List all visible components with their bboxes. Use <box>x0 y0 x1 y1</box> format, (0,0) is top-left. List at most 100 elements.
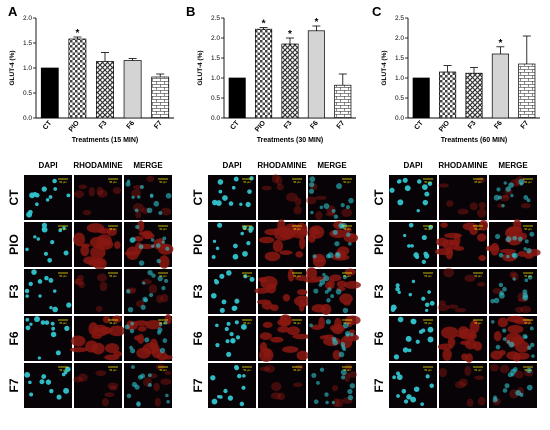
dapi-nucleus <box>147 383 152 388</box>
row-label-f6: F6 <box>191 331 205 345</box>
dapi-nucleus <box>322 272 326 277</box>
dapi-nucleus <box>325 253 331 259</box>
dapi-nucleus <box>496 187 501 192</box>
y-tick-label: 0.0 <box>211 115 220 122</box>
dapi-nucleus <box>330 294 335 299</box>
y-tick-label: 2.5 <box>211 15 220 22</box>
rhodamine-stain <box>78 184 88 190</box>
rhodamine-stain <box>145 320 163 330</box>
dapi-nucleus <box>66 302 72 308</box>
rhodamine-stain <box>303 278 321 283</box>
rhodamine-stain <box>520 305 532 314</box>
dapi-nucleus <box>421 296 426 301</box>
scale-bar-label: 50 μm <box>59 180 66 184</box>
dapi-nucleus <box>48 195 53 199</box>
rhodamine-stain <box>478 201 486 209</box>
dapi-nucleus <box>249 276 255 282</box>
scale-bar-label: 50 μm <box>109 368 116 372</box>
y-tick-label: 2.5 <box>395 15 404 22</box>
dapi-nucleus <box>517 236 523 242</box>
rhodamine-stain <box>144 232 155 240</box>
dapi-nucleus <box>346 232 351 237</box>
dapi-nucleus <box>505 236 512 243</box>
dapi-nucleus <box>425 374 430 379</box>
dapi-nucleus <box>340 375 346 380</box>
dapi-nucleus <box>348 242 352 246</box>
rhodamine-stain <box>277 392 286 401</box>
micrograph-dapi-f6: 50 μm <box>24 316 72 361</box>
dapi-nucleus <box>36 237 40 241</box>
significance-star: * <box>498 38 502 49</box>
rhodamine-stain <box>462 222 478 231</box>
dapi-nucleus <box>403 399 409 404</box>
row-label-pio: PIO <box>372 234 386 255</box>
dapi-nucleus <box>397 179 402 184</box>
dapi-nucleus <box>512 235 518 241</box>
dapi-nucleus <box>138 260 145 266</box>
scale-bar-label: 50 μm <box>159 274 166 278</box>
scale-bar-label: 50 μm <box>424 227 431 231</box>
dapi-nucleus <box>63 370 68 375</box>
rhodamine-stain <box>507 324 524 334</box>
rhodamine-stain <box>108 325 126 337</box>
rhodamine-stain <box>73 190 85 199</box>
rhodamine-stain <box>499 248 516 254</box>
micrograph-dapi-f7: 50 μm <box>389 363 437 408</box>
rhodamine-stain <box>271 381 282 392</box>
dapi-nucleus <box>48 277 54 283</box>
rhodamine-stain <box>476 282 486 287</box>
scale-bar-label: 50 μm <box>524 368 531 372</box>
y-axis-label: GLUT-4 (%) <box>9 50 16 85</box>
rhodamine-stain <box>264 251 281 262</box>
rhodamine-stain <box>341 208 353 217</box>
micrograph-merge-f6: 50 μm <box>489 315 537 362</box>
dapi-nucleus <box>130 236 136 243</box>
dapi-nucleus <box>233 243 238 249</box>
dapi-nucleus <box>531 354 535 358</box>
dapi-nucleus <box>221 299 227 305</box>
dapi-nucleus <box>234 298 240 304</box>
significance-star: * <box>262 19 266 30</box>
rhodamine-stain <box>438 183 450 188</box>
dapi-nucleus <box>52 306 58 313</box>
dapi-nucleus <box>404 185 411 192</box>
dapi-nucleus <box>511 252 517 258</box>
dapi-nucleus <box>349 383 356 389</box>
dapi-nucleus <box>131 195 135 199</box>
dapi-nucleus <box>127 306 134 313</box>
rhodamine-stain <box>258 236 275 244</box>
dapi-nucleus <box>503 181 507 185</box>
dapi-nucleus <box>137 195 141 199</box>
dapi-nucleus <box>218 189 223 194</box>
rhodamine-stain <box>331 384 339 392</box>
dapi-nucleus <box>522 334 528 339</box>
dapi-nucleus <box>157 330 162 335</box>
dapi-nucleus <box>402 347 409 353</box>
significance-star: * <box>314 17 318 28</box>
rhodamine-stain <box>325 211 336 217</box>
rhodamine-stain <box>344 268 356 276</box>
scale-bar-label: 50 μm <box>474 227 481 231</box>
tile-background <box>24 363 72 408</box>
rhodamine-stain <box>74 278 84 286</box>
tile-background <box>74 269 122 314</box>
rhodamine-stain <box>99 281 108 292</box>
rhodamine-stain <box>132 202 144 213</box>
column-header-dapi: DAPI <box>222 161 241 170</box>
rhodamine-stain <box>83 256 97 265</box>
micrograph-dapi-ct: 50 μm <box>208 175 256 220</box>
dapi-nucleus <box>215 343 220 348</box>
dapi-nucleus <box>526 248 532 254</box>
dapi-nucleus <box>210 292 217 299</box>
dapi-nucleus <box>47 257 53 263</box>
dapi-nucleus <box>162 236 167 241</box>
dapi-nucleus <box>333 214 339 219</box>
dapi-nucleus <box>504 383 510 389</box>
dapi-nucleus <box>148 292 154 298</box>
bar-f7 <box>518 63 536 119</box>
significance-star: * <box>75 28 79 39</box>
micrograph-merge-pio: 50 μm <box>485 219 541 267</box>
dapi-nucleus <box>403 233 407 238</box>
rhodamine-stain <box>114 241 121 250</box>
